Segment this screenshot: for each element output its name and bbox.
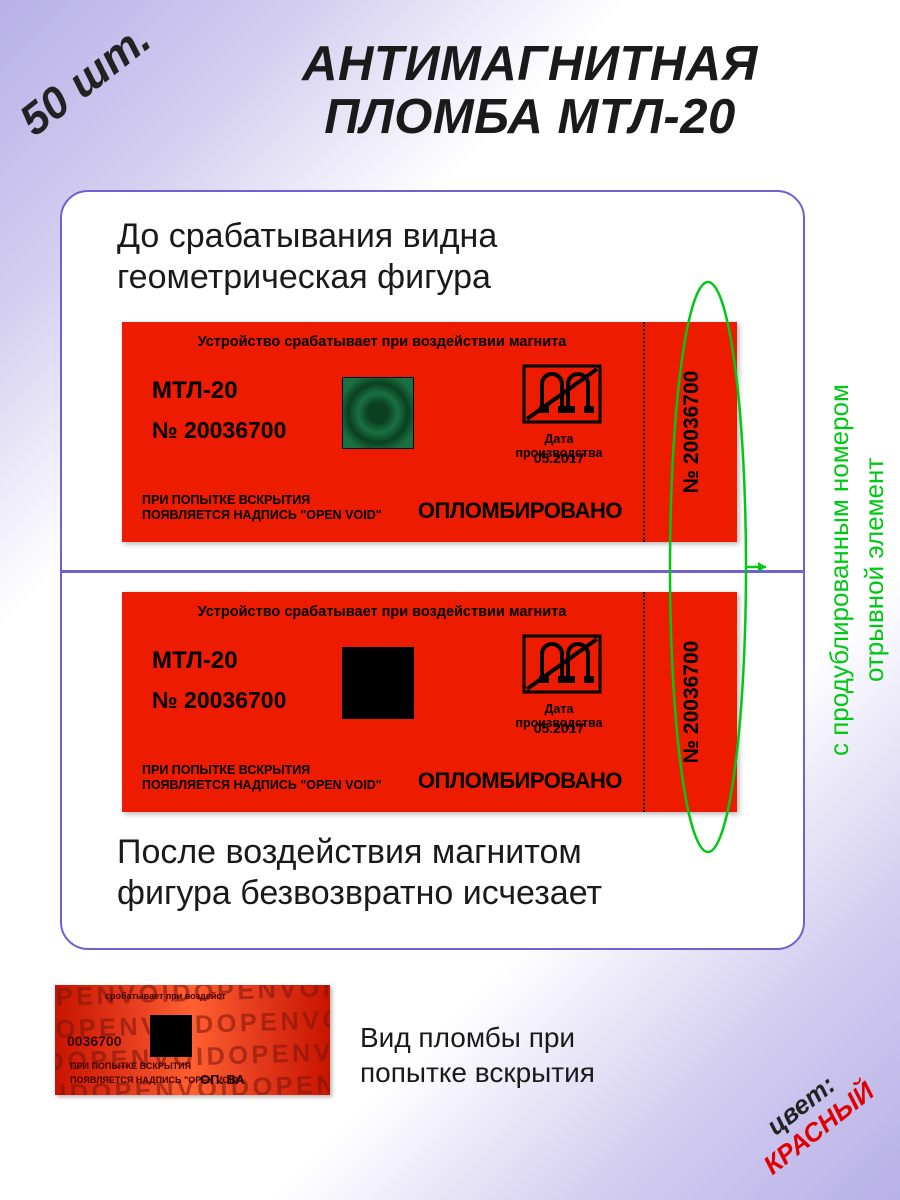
seal-warning: ПРИ ПОПЫТКЕ ВСКРЫТИЯ ПОЯВЛЯЕТСЯ НАДПИСЬ …: [142, 493, 382, 524]
no-magnet-icon: [522, 634, 602, 694]
seal-before: Устройство срабатывает при воздействии м…: [122, 322, 737, 542]
main-title: АНТИМАГНИТНАЯ ПЛОМБА МТЛ-20: [200, 38, 860, 144]
qty-badge: 50 шт.: [11, 14, 161, 146]
void-seal-sample: OPENVOIDOPENVOIDOPENVOIDOPENVOIDOPENVOID…: [55, 985, 330, 1095]
seal-after: Устройство срабатывает при воздействии м…: [122, 592, 737, 812]
warn-line-2: ПОЯВЛЯЕТСЯ НАДПИСЬ "OPEN VOID": [142, 778, 382, 792]
date-value: 05.2017: [504, 450, 614, 466]
seal-main-area: Устройство срабатывает при воздействии м…: [122, 592, 642, 812]
serial-number: 20036700: [184, 687, 286, 713]
seal-warning: ПРИ ПОПЫТКЕ ВСКРЫТИЯ ПОЯВЛЯЕТСЯ НАДПИСЬ …: [142, 763, 382, 794]
seal-header: Устройство срабатывает при воздействии м…: [122, 604, 642, 620]
title-line-2: ПЛОМБА МТЛ-20: [324, 90, 735, 144]
side-label-tearoff: отрывной элемент: [858, 260, 891, 880]
void-caption: Вид пломбы при попытке вскрытия: [360, 1020, 595, 1090]
void-warn-1: ПРИ ПОПЫТКЕ ВСКРЫТИЯ: [70, 1061, 191, 1071]
color-badge: цвет: КРАСНЫЙ: [740, 1053, 879, 1179]
seal-header: Устройство срабатывает при воздействии м…: [122, 334, 642, 350]
seal-stub: № 20036700: [647, 322, 737, 542]
side-label-duplicated: с продублированным номером: [823, 260, 856, 880]
serial-prefix: №: [152, 417, 178, 443]
void-indicator: [150, 1015, 192, 1057]
seal-serial: № 20036700: [152, 417, 286, 444]
no-magnet-icon: [522, 364, 602, 424]
serial-number: 20036700: [184, 417, 286, 443]
sealed-label: ОПЛОМБИРОВАНО: [418, 498, 622, 524]
seal-main-area: Устройство срабатывает при воздействии м…: [122, 322, 642, 542]
seal-serial: № 20036700: [152, 687, 286, 714]
void-serial-frag: 0036700: [67, 1033, 122, 1049]
panel-divider: [62, 570, 803, 573]
void-sealed-frag: ОП. ВА: [200, 1072, 245, 1087]
seal-stub: № 20036700: [647, 592, 737, 812]
sealed-label: ОПЛОМБИРОВАНО: [418, 768, 622, 794]
magnetic-indicator-triggered: [342, 647, 414, 719]
magnetic-indicator-active: [342, 377, 414, 449]
stub-serial: № 20036700: [680, 641, 704, 764]
warn-line-1: ПРИ ПОПЫТКЕ ВСКРЫТИЯ: [142, 763, 310, 777]
void-header-frag: сробатывает при воздейст: [105, 991, 226, 1001]
serial-prefix: №: [152, 687, 178, 713]
date-value: 05.2017: [504, 720, 614, 736]
stub-serial: № 20036700: [680, 371, 704, 494]
perforation: [643, 592, 645, 812]
caption-before: До срабатывания видна геометрическая фиг…: [117, 216, 497, 298]
seal-model: МТЛ-20: [152, 647, 238, 675]
warn-line-2: ПОЯВЛЯЕТСЯ НАДПИСЬ "OPEN VOID": [142, 508, 382, 522]
main-panel: До срабатывания видна геометрическая фиг…: [60, 190, 805, 950]
caption-after: После воздействия магнитом фигура безвоз…: [117, 832, 602, 914]
seal-model: МТЛ-20: [152, 377, 238, 405]
warn-line-1: ПРИ ПОПЫТКЕ ВСКРЫТИЯ: [142, 493, 310, 507]
title-line-1: АНТИМАГНИТНАЯ: [302, 37, 758, 91]
perforation: [643, 322, 645, 542]
